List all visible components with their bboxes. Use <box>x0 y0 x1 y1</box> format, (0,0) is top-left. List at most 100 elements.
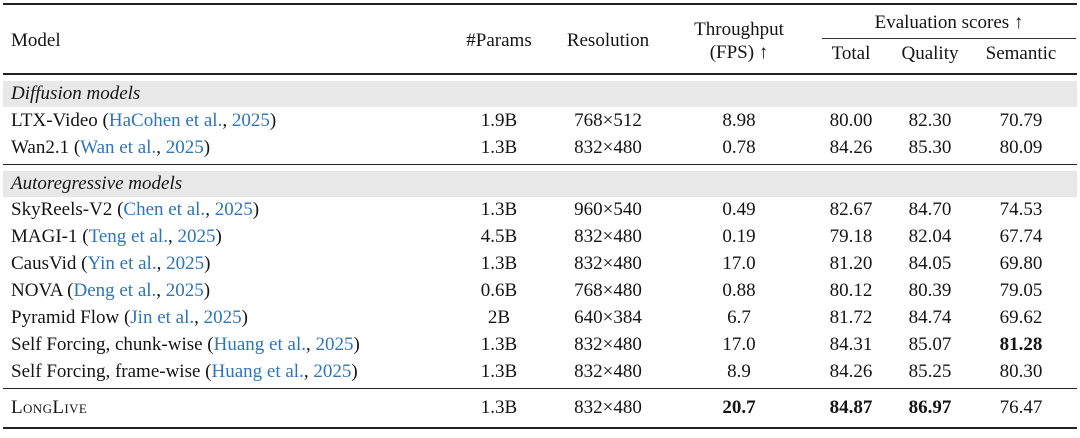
citation-separator: , <box>156 136 166 158</box>
model-cell: Wan2.1 (Wan et al., 2025) <box>3 134 453 165</box>
semantic-score-cell: 76.47 <box>999 397 1043 418</box>
model-name-suffix: ) <box>353 334 360 355</box>
semantic-score-cell: 69.80 <box>999 253 1043 274</box>
model-name: MAGI-1 ( <box>11 226 89 247</box>
column-header-resolution: Resolution <box>545 5 671 75</box>
citation-author-link[interactable]: Jin et al. <box>130 307 195 328</box>
section-label-autoregressive: Autoregressive models <box>3 164 1078 197</box>
citation-separator: , <box>205 199 215 220</box>
resolution-cell: 832×480 <box>574 397 642 418</box>
model-name: SkyReels-V2 ( <box>11 199 124 220</box>
column-header-semantic: Semantic <box>965 40 1078 75</box>
throughput-label-line2: (FPS) ↑ <box>709 41 769 63</box>
model-name: CausVid ( <box>11 253 88 274</box>
quality-score-cell: 85.30 <box>895 134 965 165</box>
table-row-nova: NOVA (Deng et al., 2025) 0.6B 768×480 0.… <box>3 278 1077 305</box>
section-label-diffusion: Diffusion models <box>3 75 1078 107</box>
model-cell: LongLive <box>3 389 453 427</box>
resolution-cell: 832×480 <box>574 334 642 355</box>
citation-separator: , <box>222 109 232 131</box>
model-name-suffix: ) <box>203 136 211 158</box>
resolution-cell: 832×480 <box>574 226 642 247</box>
citation-year-link[interactable]: 2025 <box>165 280 204 301</box>
citation-author-link[interactable]: Yin et al. <box>87 253 157 274</box>
resolution-cell: 960×540 <box>574 199 642 220</box>
throughput-cell: 0.88 <box>722 280 756 301</box>
citation-separator: , <box>303 361 314 382</box>
resolution-cell: 832×480 <box>545 359 671 389</box>
citation-author-link[interactable]: Deng et al. <box>73 280 157 301</box>
semantic-score-cell: 67.74 <box>999 226 1043 247</box>
column-header-quality: Quality <box>895 40 965 75</box>
total-score-cell-best: 84.87 <box>829 397 873 418</box>
quality-score-cell: 85.25 <box>895 359 965 389</box>
semantic-score-cell: 70.79 <box>999 109 1043 131</box>
quality-score-cell: 84.74 <box>908 307 952 328</box>
semantic-score-cell: 69.62 <box>999 307 1043 328</box>
total-score-cell: 79.18 <box>829 226 873 247</box>
citation-author-link[interactable]: Teng et al. <box>88 226 168 247</box>
throughput-cell: 17.0 <box>722 334 756 355</box>
citation-separator: , <box>167 226 178 247</box>
params-cell: 1.3B <box>453 359 545 389</box>
citation-year-link[interactable]: 2025 <box>214 199 253 220</box>
quality-score-cell: 84.70 <box>908 199 952 220</box>
citation-author-link[interactable]: Wan et al. <box>80 136 157 158</box>
column-header-model: Model <box>3 5 453 75</box>
model-name-suffix: ) <box>252 199 260 220</box>
model-cell: Self Forcing, chunk-wise (Huang et al., … <box>3 332 453 359</box>
citation-author-link[interactable]: Huang et al. <box>211 361 304 382</box>
citation-year-link[interactable]: 2025 <box>315 334 354 355</box>
column-header-params: #Params <box>453 5 545 75</box>
params-cell: 1.3B <box>480 397 518 418</box>
resolution-cell: 832×480 <box>574 253 642 274</box>
citation-author-link[interactable]: HaCohen et al. <box>108 109 223 131</box>
model-cell: NOVA (Deng et al., 2025) <box>3 278 453 305</box>
table-row-wan21: Wan2.1 (Wan et al., 2025) 1.3B 832×480 0… <box>3 134 1078 165</box>
throughput-cell: 17.0 <box>722 253 756 274</box>
citation-author-link[interactable]: Huang et al. <box>213 334 306 355</box>
model-name-suffix: ) <box>203 280 211 301</box>
params-cell: 1.9B <box>480 109 518 131</box>
table-row-self-forcing-frame: Self Forcing, frame-wise (Huang et al., … <box>3 359 1078 389</box>
model-name-suffix: ) <box>204 253 211 274</box>
model-cell: CausVid (Yin et al., 2025) <box>3 251 453 278</box>
citation-year-link[interactable]: 2025 <box>166 253 205 274</box>
citation-year-link[interactable]: 2025 <box>203 307 242 328</box>
table-row-magi-1: MAGI-1 (Teng et al., 2025) 4.5B 832×480 … <box>3 224 1077 251</box>
table-header: Model #Params Resolution Throughput (FPS)… <box>3 5 1078 75</box>
resolution-cell: 768×512 <box>574 109 642 131</box>
table-row-self-forcing-chunk: Self Forcing, chunk-wise (Huang et al., … <box>3 332 1077 359</box>
model-name-longlive: LongLive <box>11 397 88 418</box>
citation-year-link[interactable]: 2025 <box>165 136 204 158</box>
model-name: Pyramid Flow ( <box>11 307 131 328</box>
params-cell: 1.3B <box>480 334 518 355</box>
quality-score-cell: 82.04 <box>908 226 952 247</box>
model-cell: SkyReels-V2 (Chen et al., 2025) <box>3 197 453 224</box>
throughput-cell: 8.9 <box>671 359 807 389</box>
table-row-longlive: LongLive 1.3B 832×480 20.7 84.87 86.97 7… <box>3 389 1077 427</box>
model-name-suffix: ) <box>351 361 358 382</box>
model-name: Self Forcing, frame-wise ( <box>11 361 212 382</box>
resolution-cell: 640×384 <box>574 307 642 328</box>
params-cell: 1.3B <box>453 134 545 165</box>
model-cell: LTX-Video (HaCohen et al., 2025) <box>3 107 453 134</box>
column-header-throughput: Throughput (FPS) ↑ <box>671 5 807 75</box>
total-score-cell: 81.20 <box>829 253 873 274</box>
throughput-cell-best: 20.7 <box>722 397 756 418</box>
semantic-score-cell: 80.30 <box>965 359 1078 389</box>
citation-year-link[interactable]: 2025 <box>231 109 270 131</box>
total-score-cell: 84.26 <box>807 359 895 389</box>
total-score-cell: 80.00 <box>829 109 873 131</box>
params-cell: 1.3B <box>480 253 518 274</box>
semantic-score-cell: 80.09 <box>965 134 1078 165</box>
quality-score-cell-best: 86.97 <box>908 397 952 418</box>
throughput-cell: 0.19 <box>722 226 756 247</box>
citation-author-link[interactable]: Chen et al. <box>123 199 206 220</box>
model-name-suffix: ) <box>241 307 248 328</box>
semantic-score-cell-best: 81.28 <box>999 334 1043 355</box>
citation-year-link[interactable]: 2025 <box>313 361 352 382</box>
table-row-ltx-video: LTX-Video (HaCohen et al., 2025) 1.9B 76… <box>3 107 1077 134</box>
citation-year-link[interactable]: 2025 <box>177 226 216 247</box>
params-cell: 2B <box>487 307 511 328</box>
